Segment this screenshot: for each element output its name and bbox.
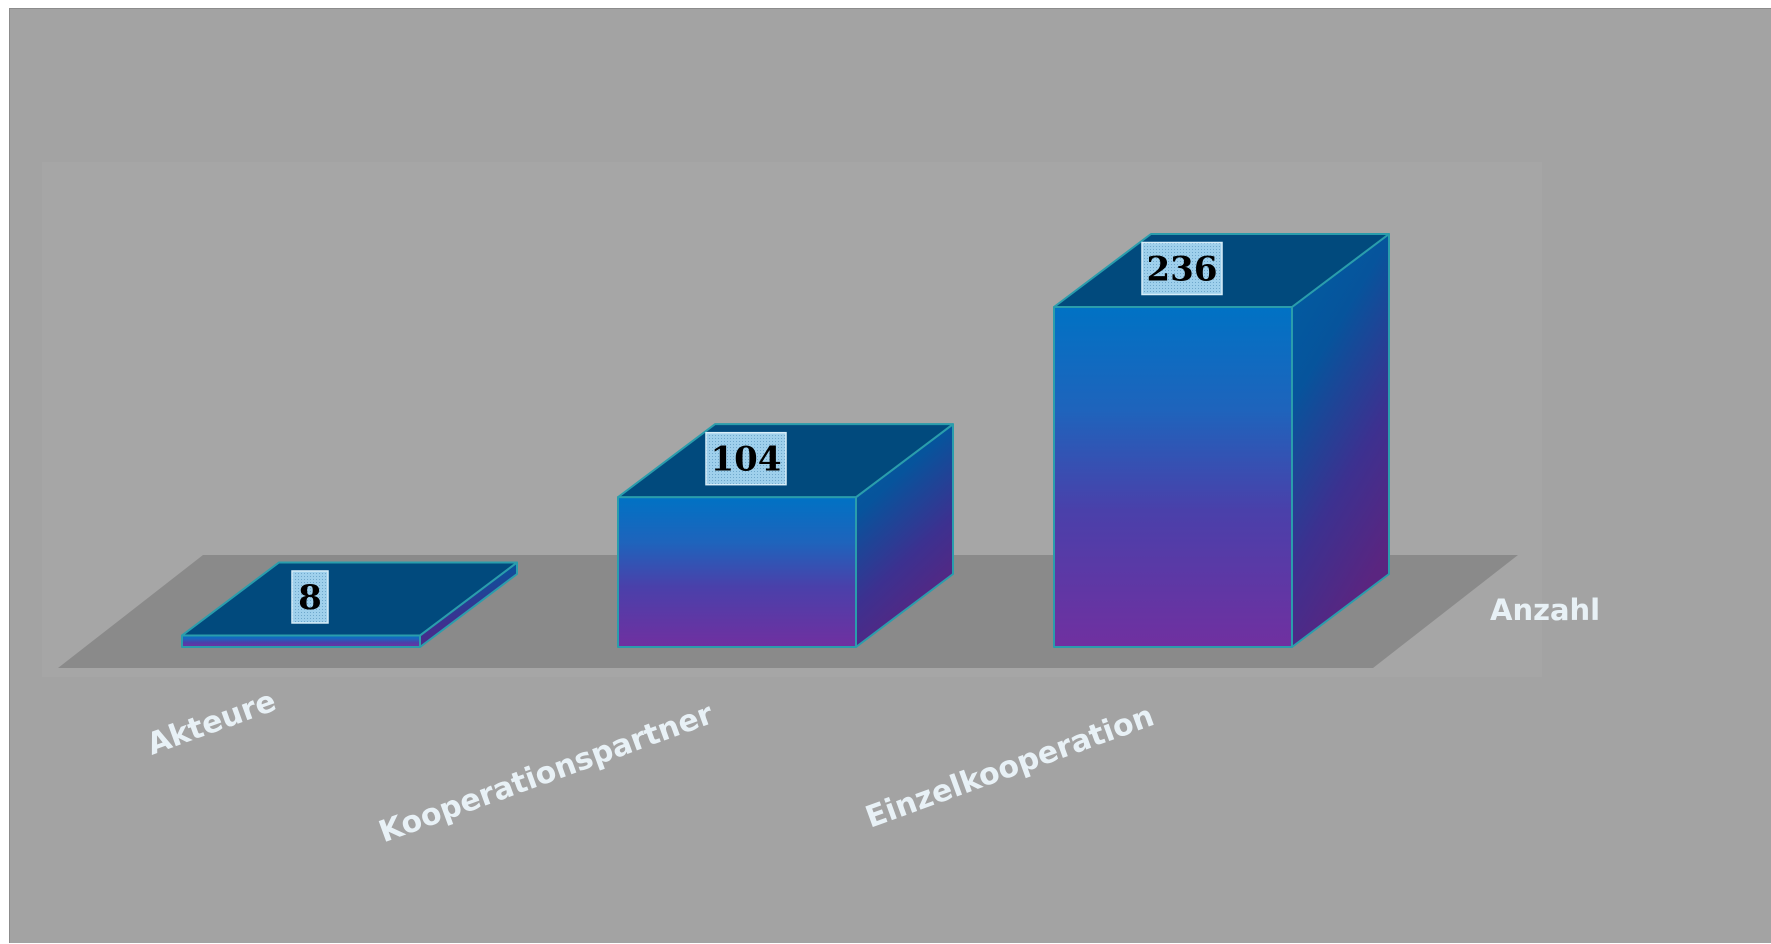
bar-chart: 8 104 236 Akteure Kooperationspartner Einzelk…: [42, 162, 1600, 851]
bar: [181, 561, 518, 648]
category-label: Akteure: [143, 684, 281, 763]
series-label: Anzahl: [1490, 593, 1600, 627]
chart-frame: 8 104 236 Akteure Kooperationspartner Einzelk…: [9, 8, 1771, 943]
category-label: Einzelkooperation: [861, 699, 1159, 836]
data-label: 104: [705, 431, 787, 486]
bar-top: [181, 561, 518, 637]
bar-front: [1053, 306, 1293, 648]
data-label-box: [291, 570, 329, 624]
data-label-box: [1141, 241, 1223, 296]
category-label: Kooperationspartner: [374, 697, 718, 851]
data-label-box: [705, 431, 787, 486]
bar-front: [617, 496, 857, 648]
data-label: 236: [1141, 241, 1223, 296]
data-label: 8: [291, 570, 329, 624]
data-label-text: 236: [1147, 250, 1218, 290]
data-label-text: 104: [711, 440, 782, 480]
data-label-text: 8: [298, 578, 322, 618]
bar-front: [181, 634, 421, 648]
bar: [1053, 233, 1390, 648]
